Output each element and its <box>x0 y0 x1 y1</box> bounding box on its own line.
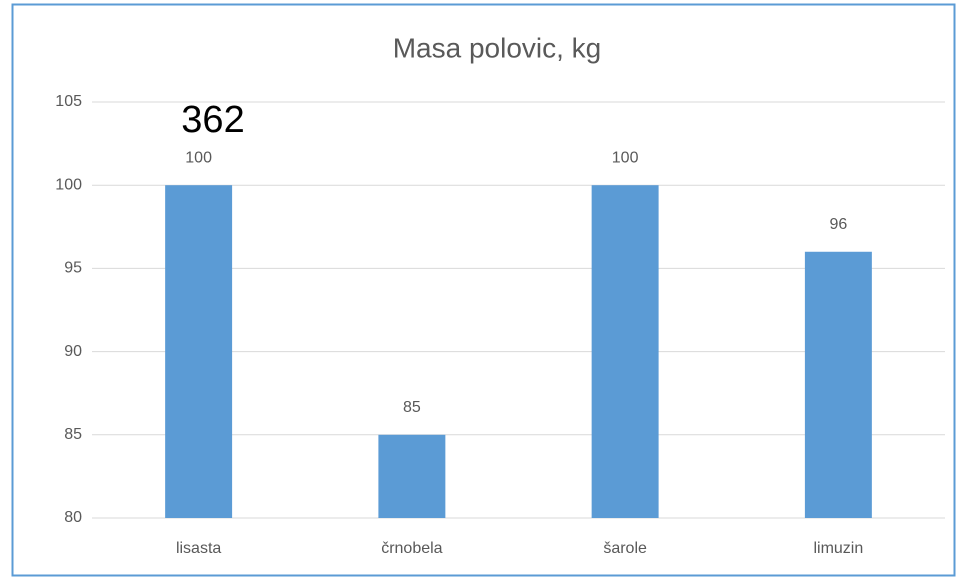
data-label: 96 <box>829 216 847 233</box>
y-tick-label: 95 <box>64 260 82 277</box>
x-tick-label: črnobela <box>381 540 442 557</box>
y-tick-label: 90 <box>64 343 82 360</box>
bar <box>804 251 872 518</box>
bar <box>378 434 446 518</box>
bar <box>591 185 659 518</box>
bar <box>165 185 233 518</box>
y-tick-label: 85 <box>64 426 82 443</box>
x-tick-label: lisasta <box>176 540 221 557</box>
y-tick-label: 100 <box>55 176 82 193</box>
x-tick-label: šarole <box>603 540 647 557</box>
chart-title: Masa polovic, kg <box>393 32 602 63</box>
y-tick-label: 105 <box>55 93 82 110</box>
x-tick-label: limuzin <box>813 540 863 557</box>
annotation: 362 <box>181 99 244 141</box>
data-label: 85 <box>403 399 421 416</box>
y-tick-label: 80 <box>64 509 82 526</box>
data-label: 100 <box>185 149 212 166</box>
data-label: 100 <box>612 149 639 166</box>
